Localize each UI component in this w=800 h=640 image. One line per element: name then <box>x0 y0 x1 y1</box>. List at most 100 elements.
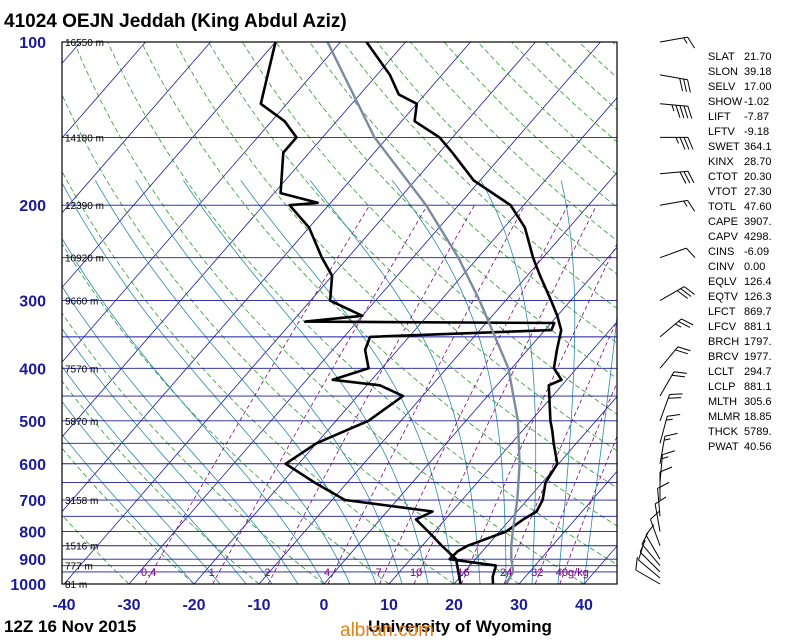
wind-barb-flag <box>678 321 691 328</box>
index-row: EQTV 126.3 <box>708 290 798 305</box>
wind-barb-flag <box>673 371 687 374</box>
index-row: LCLP 881.1 <box>708 380 798 395</box>
wind-barb-staff <box>635 569 661 585</box>
dry-adiabat-line <box>140 42 617 527</box>
index-row: MLMR 18.85 <box>708 410 798 425</box>
chart-title: 41024 OEJN Jeddah (King Abdul Aziz) <box>4 11 347 32</box>
wind-barb-flag <box>681 318 694 326</box>
height-label: 14180 m <box>65 133 104 144</box>
temperature-tick-label: 30 <box>510 597 528 614</box>
index-value: 47.60 <box>744 201 772 213</box>
pressure-tick-label: 800 <box>19 524 46 541</box>
wind-barb <box>659 318 694 338</box>
index-row: THCK 5789. <box>708 425 798 440</box>
moist-adiabat-line <box>62 237 325 584</box>
moist-adiabat-line <box>62 400 221 584</box>
wind-barb <box>635 557 661 585</box>
index-row: CAPE 3907. <box>708 215 798 230</box>
pressure-tick-label: 600 <box>19 457 46 474</box>
sounding-traces <box>259 42 563 584</box>
wind-barb-staff <box>641 543 661 566</box>
wind-barb-half-flag <box>664 438 671 441</box>
wind-barb-flag <box>671 374 685 378</box>
dry-adiabat-line <box>107 42 617 566</box>
wind-barb-flag <box>669 393 683 395</box>
index-key: MLTH <box>708 396 738 408</box>
diagram-grid <box>62 42 617 584</box>
moist-adiabat-line <box>62 285 299 584</box>
wind-barb <box>659 199 696 212</box>
moist-adiabat-line <box>62 327 273 584</box>
watermark-text: albran.com <box>340 620 434 640</box>
wind-barb-staff <box>659 394 671 421</box>
isotherm-line <box>258 171 617 584</box>
height-label: 3158 m <box>65 496 98 507</box>
wind-barb-staff <box>659 103 688 107</box>
wind-barb <box>638 547 661 579</box>
wind-barb-half-flag <box>683 37 688 44</box>
isobar-lines <box>62 41 617 585</box>
wind-barb-flag <box>687 171 695 184</box>
wind-barb-staff <box>659 36 688 43</box>
index-key: BRCH <box>708 336 740 348</box>
wind-barb-staff <box>645 534 661 560</box>
height-label: 10920 m <box>65 254 104 265</box>
index-value: 1977. <box>744 351 772 363</box>
index-key: KINX <box>708 156 734 168</box>
wind-barb <box>657 481 670 517</box>
wind-barb <box>659 247 696 259</box>
mixing-ratio-line <box>267 204 475 584</box>
index-row: MLTH 305.6 <box>708 395 798 410</box>
index-value: 27.30 <box>744 186 772 198</box>
wind-barb-staff <box>659 436 666 464</box>
pressure-tick-label: 1000 <box>10 577 46 594</box>
index-key: CINV <box>708 261 735 273</box>
mixing-ratio-label: 10 <box>410 567 422 579</box>
dry-adiabat-line <box>62 93 520 584</box>
isotherm-line <box>62 42 276 289</box>
index-row: CINV 0.00 <box>708 260 798 275</box>
wind-barb-flag <box>687 200 696 212</box>
index-value: 364.1 <box>744 141 772 153</box>
pressure-axis-labels: 100 200 300 400 500 600 700 800 900 1000 <box>10 35 46 594</box>
index-key: CTOT <box>708 171 738 183</box>
wind-barb-half-flag <box>683 200 688 207</box>
index-row: LIFT -7.87 <box>708 110 798 125</box>
temperature-tick-label: 0 <box>320 597 329 614</box>
wind-barb-staff <box>639 551 661 573</box>
wind-barb <box>645 524 661 560</box>
wind-barb-flag <box>687 106 693 119</box>
index-key: SELV <box>708 81 736 93</box>
isotherm-line <box>62 42 341 363</box>
temperature-tick-label: 40 <box>575 597 593 614</box>
isotherm-line <box>62 42 471 513</box>
wind-barb-staff <box>659 318 682 338</box>
mixing-ratio-label: 40g/kg <box>556 567 589 579</box>
isotherm-line <box>193 97 617 584</box>
index-key: BRCV <box>708 351 739 363</box>
moist-adiabat-line <box>94 180 377 584</box>
temperature-tick-label: 10 <box>380 597 398 614</box>
wind-barb-half-flag <box>661 456 669 460</box>
mixing-ratio-line <box>413 205 598 584</box>
isotherm-line <box>62 42 211 214</box>
wind-barb-staff <box>649 519 661 546</box>
wind-barb-flag <box>687 137 694 150</box>
isotherm-line <box>388 321 617 584</box>
index-row: CAPV 4298. <box>708 230 798 245</box>
index-row: LCLT 294.7 <box>708 365 798 380</box>
index-row: SLON 39.18 <box>708 65 798 80</box>
height-label: 12390 m <box>65 201 104 212</box>
wind-barb <box>659 450 675 483</box>
mixing-ratio-line <box>327 205 526 584</box>
wind-barb <box>659 286 695 302</box>
index-row: KINX 28.70 <box>708 155 798 170</box>
mixing-ratio-label: 1 <box>209 567 215 579</box>
index-key: LIFT <box>708 111 731 123</box>
wind-barb-flag <box>664 432 678 437</box>
moist-adiabat-line <box>557 180 576 584</box>
wind-barb-half-flag <box>675 323 682 328</box>
mixing-ratio-label: 32 <box>531 567 543 579</box>
footer-source: University of Wyoming <box>368 617 552 636</box>
